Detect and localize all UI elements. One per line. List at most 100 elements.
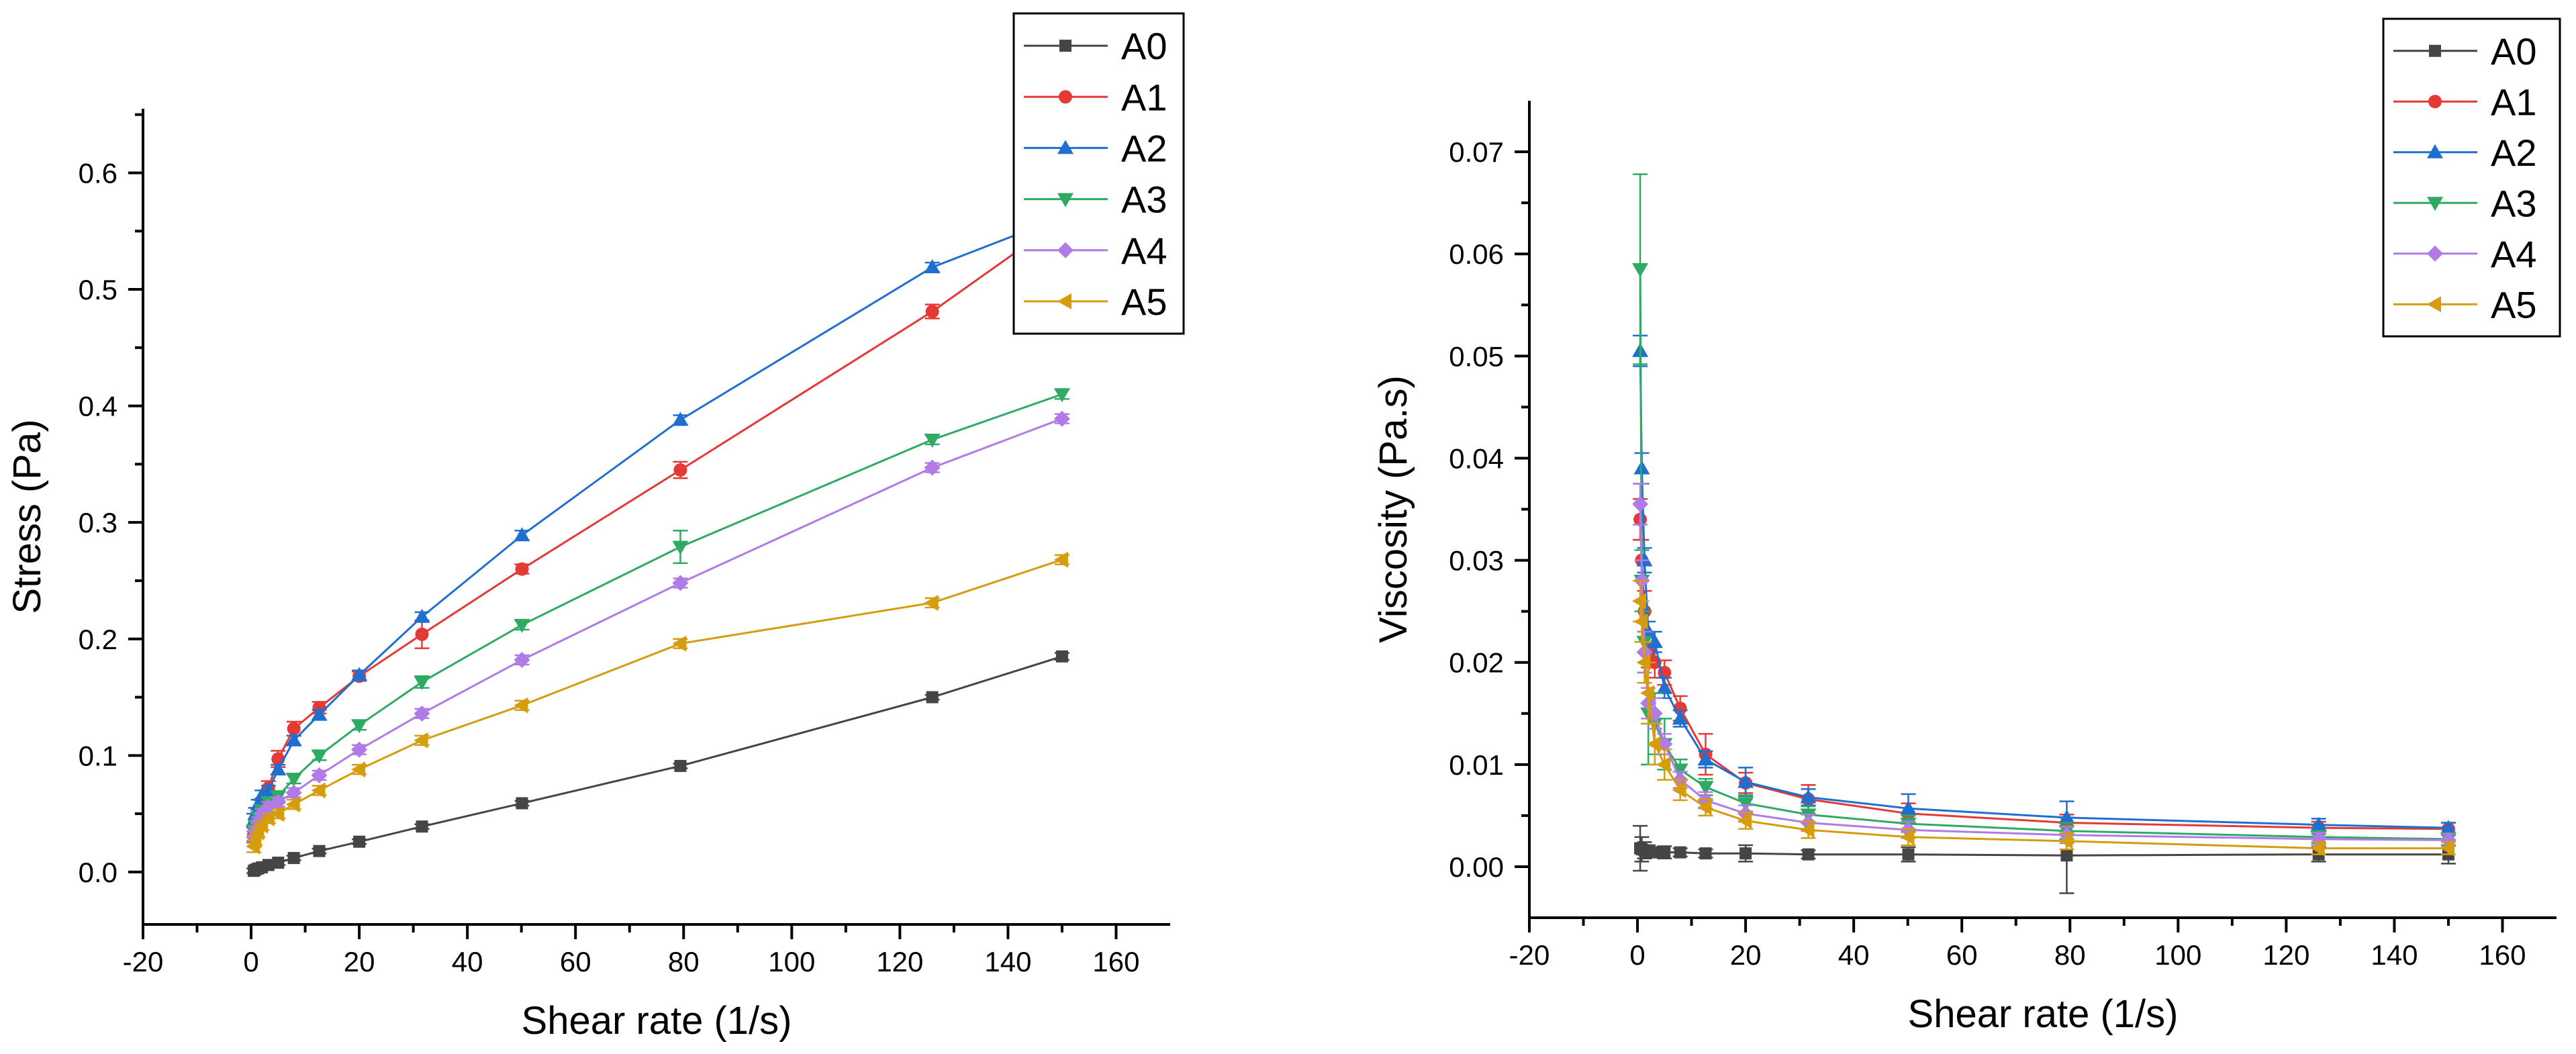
y-axis-title: Viscosity (Pa.s) [1372, 375, 1415, 643]
data-point [1672, 781, 1686, 798]
data-point [415, 627, 429, 641]
data-point [1900, 800, 1917, 815]
y-axis-title: Stress (Pa) [5, 419, 49, 614]
data-point [351, 741, 368, 758]
data-point [351, 667, 368, 681]
y-tick-label: 0.00 [1449, 851, 1504, 883]
data-point [1800, 789, 1817, 804]
x-tick-label: 120 [876, 946, 923, 977]
legend-label: A1 [1121, 76, 1167, 118]
series-A5 [1632, 579, 2456, 857]
data-point [926, 691, 939, 704]
data-point [672, 635, 687, 652]
x-axis-title: Shear rate (1/s) [522, 999, 792, 1043]
legend: A0 A1 A2 A3 A4 A5 [1012, 12, 1185, 335]
data-point [1632, 495, 1649, 512]
x-tick-label: 0 [1629, 939, 1645, 971]
data-point [351, 719, 368, 734]
stress-chart: -20 0 20 40 60 80 100 120 140 160 0.0 0.1 0.2 0.3 0.4 0… [5, 12, 1185, 1043]
data-point [414, 732, 428, 749]
series-A4 [246, 410, 1070, 845]
data-point [924, 594, 939, 611]
y-tick-label: 0.4 [79, 391, 117, 422]
series-line [252, 218, 1063, 835]
y-tick-label: 0.06 [1449, 238, 1504, 270]
y-tick-label: 0.05 [1449, 340, 1504, 372]
data-point [2310, 816, 2327, 831]
data-point [2440, 840, 2454, 857]
legend-marker [1059, 90, 1072, 104]
data-point [2440, 820, 2456, 834]
y-tick-label: 0.5 [79, 274, 117, 305]
x-tick-label: 20 [1730, 939, 1762, 971]
data-point [924, 259, 941, 274]
series-line [1639, 350, 2448, 829]
x-tick-label: 140 [2371, 939, 2418, 971]
data-point [514, 618, 530, 633]
data-point [514, 697, 528, 714]
data-point [272, 857, 285, 869]
data-point [2060, 849, 2073, 862]
x-tick-label: 80 [668, 946, 700, 977]
series-A0 [246, 650, 1069, 877]
legend-marker [1057, 242, 1074, 258]
data-point [1672, 763, 1688, 778]
data-point [924, 459, 941, 476]
x-tick-label: 40 [1838, 939, 1870, 971]
legend-marker [1057, 293, 1071, 309]
legend-marker [2427, 245, 2443, 262]
data-point [254, 817, 269, 834]
data-point [1699, 847, 1712, 860]
y-tick-label: 0.3 [79, 507, 117, 538]
data-point [1697, 781, 1714, 796]
series-line [1639, 601, 2448, 850]
x-tick-label: 100 [768, 946, 815, 977]
x-tick-label: 80 [2054, 939, 2086, 971]
data-point [515, 562, 529, 576]
x-tick-label: 100 [2154, 939, 2201, 971]
x-tick-label: 40 [452, 946, 483, 977]
legend-label: A2 [2491, 132, 2537, 174]
data-point [313, 845, 326, 857]
legend-marker [1057, 193, 1074, 207]
x-tick-label: 60 [1946, 939, 1978, 971]
data-point [353, 835, 366, 848]
data-point [672, 412, 689, 426]
data-point [1053, 551, 1068, 568]
series-A2 [1632, 334, 2456, 835]
y-tick-label: 0.02 [1449, 647, 1504, 679]
data-point [514, 527, 530, 542]
legend-label: A0 [2491, 30, 2537, 73]
x-tick-label: -20 [1509, 939, 1550, 971]
data-point [1737, 797, 1754, 812]
series-A4 [1632, 483, 2456, 849]
x-tick-label: 160 [2479, 939, 2526, 971]
data-point [285, 773, 302, 787]
data-point [1802, 848, 1815, 861]
data-point [1800, 822, 1815, 839]
y-tick-label: 0.2 [79, 624, 117, 655]
data-point [674, 759, 687, 772]
data-point [1632, 263, 1649, 278]
legend-label: A4 [2491, 233, 2537, 275]
x-axis-title: Shear rate (1/s) [1908, 992, 2179, 1036]
data-point [1902, 848, 1915, 861]
data-point [1646, 634, 1663, 649]
data-point [311, 767, 328, 783]
data-point [1697, 799, 1712, 816]
y-tick-label: 0.03 [1449, 545, 1504, 577]
data-point [285, 784, 302, 801]
data-point [1739, 847, 1752, 860]
series-A5 [246, 551, 1069, 855]
data-point [285, 732, 302, 747]
series-line [252, 393, 1063, 832]
data-point [1658, 846, 1671, 859]
data-point [1640, 685, 1655, 702]
series-line [1639, 847, 2448, 857]
x-tick-label: 20 [344, 946, 375, 977]
legend-label: A0 [1121, 25, 1167, 67]
legend-box [2382, 17, 2561, 338]
data-point [925, 305, 939, 319]
series-line [1639, 519, 2448, 830]
